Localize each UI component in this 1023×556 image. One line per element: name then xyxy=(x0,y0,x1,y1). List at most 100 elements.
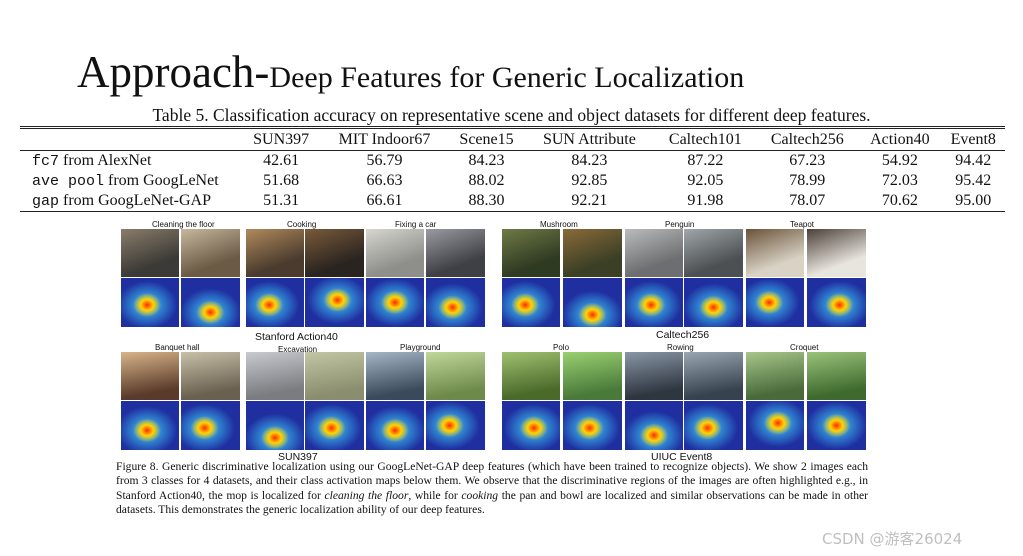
photo-thumbnail xyxy=(181,352,240,400)
panel-label-penguin: Penguin xyxy=(665,220,695,229)
table-cell: 91.98 xyxy=(687,192,724,209)
method-cell: ave pool from GoogLeNet xyxy=(20,171,242,191)
activation-map xyxy=(426,401,485,450)
table-cell: 66.61 xyxy=(366,192,403,209)
table-header-cell: Scene15 xyxy=(459,131,514,148)
csdn-watermark: CSDN @游客26024 xyxy=(822,530,963,548)
photo-thumbnail xyxy=(502,229,560,277)
table-cell: 66.63 xyxy=(366,172,403,189)
group-label-uiuc-event8: UIUC Event8 xyxy=(651,451,713,463)
table-cell: 72.03 xyxy=(881,172,918,189)
activation-map xyxy=(684,401,743,450)
table-cell: 42.61 xyxy=(263,151,300,169)
method-source: from GoogLeNet xyxy=(104,172,219,189)
table-bottom-rule xyxy=(20,211,1005,212)
slide-title: Approach-Deep Features for Generic Local… xyxy=(77,50,744,95)
table-header-cell: Action40 xyxy=(870,131,930,148)
table-row: gap from GoogLeNet-GAP 51.31 66.61 88.30… xyxy=(20,191,1005,211)
method-code: gap xyxy=(32,193,60,210)
photo-thumbnail xyxy=(121,229,179,277)
activation-map xyxy=(305,278,364,327)
table-cell: 84.23 xyxy=(468,151,505,169)
activation-map xyxy=(181,401,240,450)
activation-map xyxy=(305,401,364,450)
activation-map xyxy=(246,278,304,327)
caption-text: Figure 8. Generic discriminative localiz… xyxy=(116,460,868,502)
photo-thumbnail xyxy=(563,229,622,277)
photo-thumbnail xyxy=(246,229,304,277)
table-cell: 95.00 xyxy=(955,192,992,209)
table-cell: 92.85 xyxy=(571,172,608,189)
photo-thumbnail xyxy=(366,352,424,400)
table-cell: 84.23 xyxy=(571,151,608,169)
method-code: fc7 xyxy=(32,152,60,170)
photo-thumbnail xyxy=(246,352,304,400)
photo-thumbnail xyxy=(807,352,866,400)
activation-map xyxy=(246,401,304,450)
table-header-cell: Caltech101 xyxy=(668,131,742,148)
activation-map xyxy=(426,278,485,327)
panel-label-rowing: Rowing xyxy=(667,343,694,352)
caption-text: the pan and bowl are localized and simil… xyxy=(116,488,868,517)
table-header-cell xyxy=(20,130,242,150)
group-label-sun397: SUN397 xyxy=(278,451,318,463)
activation-map xyxy=(684,278,743,327)
slide-title-rest: Deep Features for Generic Localization xyxy=(269,61,745,94)
panel-label-croquet: Croquet xyxy=(790,343,819,352)
caption-text: , while for xyxy=(408,488,462,502)
table-cell: 78.99 xyxy=(789,172,826,189)
photo-thumbnail xyxy=(121,352,179,400)
table-cell: 88.30 xyxy=(468,192,505,209)
method-cell: gap from GoogLeNet-GAP xyxy=(20,191,242,211)
table-cell: 70.62 xyxy=(881,192,918,209)
activation-map xyxy=(366,401,424,450)
panel-label-mushroom: Mushroom xyxy=(540,220,578,229)
photo-thumbnail xyxy=(502,352,560,400)
method-source: from GoogLeNet-GAP xyxy=(59,192,211,209)
table-cell: 92.21 xyxy=(571,192,608,209)
table-row: ave pool from GoogLeNet 51.68 66.63 88.0… xyxy=(20,171,1005,191)
activation-map xyxy=(366,278,424,327)
panel-label-playground: Playground xyxy=(400,343,441,352)
table-cell: 54.92 xyxy=(881,151,918,169)
photo-thumbnail xyxy=(746,229,804,277)
figure-caption: Figure 8. Generic discriminative localiz… xyxy=(116,460,868,518)
photo-thumbnail xyxy=(426,229,485,277)
table-cell: 67.23 xyxy=(789,151,826,169)
table-header-row: SUN397 MIT Indoor67 Scene15 SUN Attribut… xyxy=(20,130,1005,150)
panel-label-cleaning: Cleaning the floor xyxy=(152,220,215,229)
table-cell: 51.68 xyxy=(263,172,300,189)
caption-emphasis: cooking xyxy=(461,488,499,502)
activation-map xyxy=(563,401,622,450)
table-header-cell: Caltech256 xyxy=(770,131,844,148)
activation-map xyxy=(625,401,683,450)
panel-label-fixing-car: Fixing a car xyxy=(395,220,437,229)
activation-map xyxy=(807,278,866,327)
group-label-caltech256: Caltech256 xyxy=(656,329,710,341)
method-cell: fc7 from AlexNet xyxy=(20,150,242,171)
activation-map xyxy=(746,278,804,327)
photo-thumbnail xyxy=(563,352,622,400)
method-code: ave pool xyxy=(32,173,105,190)
activation-map xyxy=(502,278,560,327)
table-row: fc7 from AlexNet 42.61 56.79 84.23 84.23… xyxy=(20,150,1005,171)
method-source: from AlexNet xyxy=(59,151,152,169)
photo-thumbnail xyxy=(305,352,364,400)
table-cell: 51.31 xyxy=(263,192,300,209)
panel-label-cooking: Cooking xyxy=(287,220,317,229)
photo-thumbnail xyxy=(181,229,240,277)
photo-thumbnail xyxy=(426,352,485,400)
group-label-action40: Stanford Action40 xyxy=(255,331,338,343)
activation-map xyxy=(625,278,683,327)
activation-map xyxy=(181,278,240,327)
photo-thumbnail xyxy=(684,229,743,277)
panel-label-excavation: Excavation xyxy=(278,345,318,354)
activation-map xyxy=(807,401,866,450)
activation-map xyxy=(121,278,179,327)
table-cell: 95.42 xyxy=(955,172,992,189)
panel-label-teapot: Teapot xyxy=(790,220,815,229)
panel-label-polo: Polo xyxy=(553,343,570,352)
photo-thumbnail xyxy=(684,352,743,400)
activation-map xyxy=(502,401,560,450)
photo-thumbnail xyxy=(305,229,364,277)
